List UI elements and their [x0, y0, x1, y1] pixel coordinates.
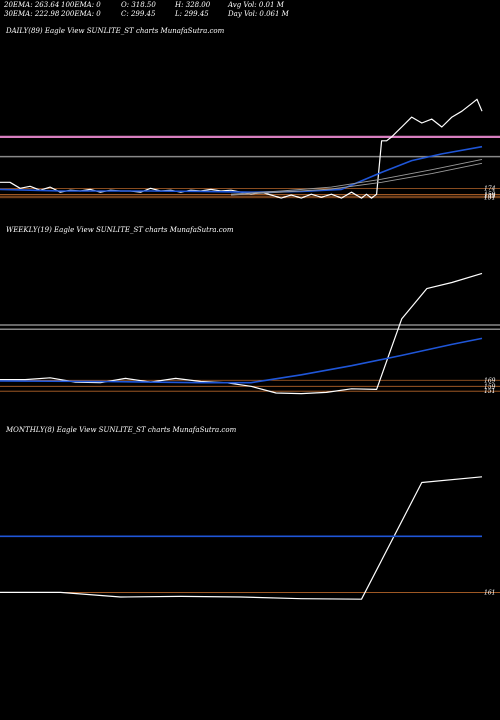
daily-price-line [0, 98, 483, 199]
weekly-tick-label: 169 [484, 377, 496, 384]
daily-panel-title: DAILY(89) Eagle View SUNLITE_ST charts M… [6, 27, 225, 35]
ema30-stat: 30EMA: 222.98 [4, 10, 60, 18]
daily-tick-label: 155 [484, 193, 496, 200]
daily-ma-gray-1-line [230, 158, 483, 195]
weekly-panel-title: WEEKLY(19) Eagle View SUNLITE_ST charts … [6, 226, 234, 234]
daily-tick-label: 151 [484, 195, 495, 202]
avg-vol-stat: Avg Vol: 0.01 M [228, 1, 284, 9]
open-stat: O: 318.50 [121, 1, 156, 9]
weekly-tick-label: 159 [484, 383, 496, 390]
ema200-stat: 200EMA: 0 [61, 10, 101, 18]
low-stat: L: 299.45 [175, 10, 209, 18]
daily-tick-label: 159 [484, 192, 496, 199]
ema100-stat: 100EMA: 0 [61, 1, 101, 9]
daily-tick-label: 174 [484, 186, 496, 193]
close-stat: C: 299.45 [121, 10, 156, 18]
monthly-chart: 161 [0, 476, 500, 600]
high-stat: H: 328.00 [175, 1, 211, 9]
weekly-tick-label: 151 [484, 388, 495, 395]
monthly-panel-title: MONTHLY(8) Eagle View SUNLITE_ST charts … [6, 426, 237, 434]
monthly-tick-label: 161 [484, 589, 495, 596]
weekly-price-line [0, 272, 483, 395]
weekly-ema-blue-line [0, 337, 483, 384]
day-vol-stat: Day Vol: 0.061 M [228, 10, 289, 18]
daily-ma-gray-2-line [230, 162, 483, 196]
daily-ema-blue-line [0, 145, 483, 193]
ema20-stat: 20EMA: 263.64 [4, 1, 60, 9]
monthly-price-line [0, 476, 483, 600]
